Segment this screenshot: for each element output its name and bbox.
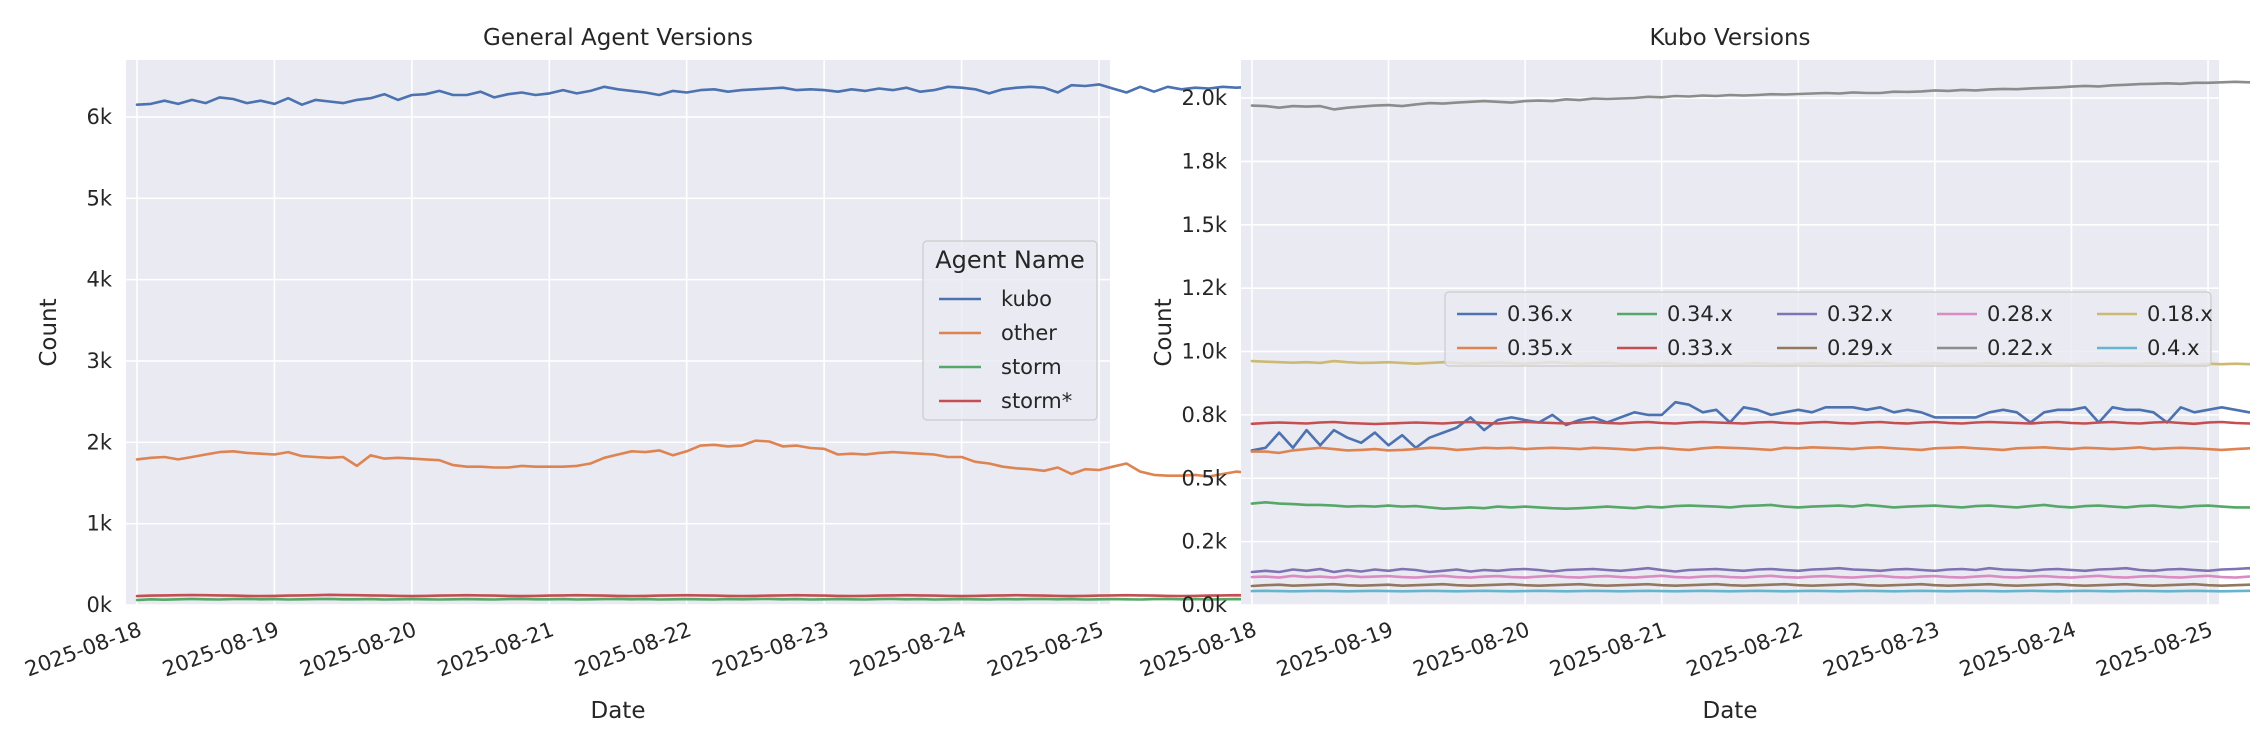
legend: 0.36.x 0.35.x 0.34.x 0.33.x 0.32.x 0.29.x 0.28… [1444, 291, 2213, 367]
legend-item-0-22-x: 0.22.x [1937, 336, 2053, 360]
legend-label: kubo [1001, 287, 1052, 311]
series-line-0-22-x [1250, 80, 2250, 111]
legend-item-0-36-x: 0.36.x [1457, 302, 1573, 326]
legend-item-0-34-x: 0.34.x [1617, 302, 1733, 326]
legend-label: 0.32.x [1827, 302, 1893, 326]
y-tick-label: 1.5k [1181, 213, 1227, 237]
legend-label: other [1001, 321, 1057, 345]
legend-label: 0.22.x [1987, 336, 2053, 360]
legend-item-other: other [939, 321, 1057, 345]
y-axis-label: Count [1151, 298, 1177, 366]
legend-item-0-33-x: 0.33.x [1617, 336, 1733, 360]
y-tick-label: 0k [86, 593, 112, 617]
series-line-0-34-x [1250, 500, 2250, 511]
series-line-0-32-x [1250, 566, 2250, 574]
legend-item-0-29-x: 0.29.x [1777, 336, 1893, 360]
legend-item-0-18-x: 0.18.x [2097, 302, 2213, 326]
series-line-0-28-x [1250, 574, 2250, 579]
legend-label: 0.36.x [1507, 302, 1573, 326]
legend-frame [922, 240, 1098, 421]
series-line-0-29-x [1250, 582, 2250, 588]
series-line-0-33-x [1250, 420, 2250, 426]
legend-label: 0.28.x [1987, 302, 2053, 326]
y-tick-label: 0.8k [1181, 403, 1227, 427]
legend-item-0-32-x: 0.32.x [1777, 302, 1893, 326]
series-line-other [135, 439, 1321, 478]
y-axis-label: Count [36, 298, 62, 366]
y-tick-label: 1k [86, 512, 112, 536]
y-tick-label: 5k [86, 186, 112, 210]
legend-item-storm: storm [939, 355, 1062, 379]
x-axis-label: Date [591, 698, 646, 724]
series-line-0-36-x [1250, 400, 2250, 452]
legend-item-0-4-x: 0.4.x [2097, 336, 2200, 360]
legend-label: 0.35.x [1507, 336, 1573, 360]
legend-item-kubo: kubo [939, 287, 1052, 311]
y-tick-label: 0.0k [1181, 593, 1227, 617]
y-tick-label: 6k [86, 105, 112, 129]
series-line-0-35-x [1250, 445, 2250, 455]
series-line-storm-star [135, 593, 1321, 598]
chart-title: General Agent Versions [483, 25, 753, 51]
legend-item-storm-star: storm* [939, 389, 1072, 413]
y-tick-label: 2k [86, 430, 112, 454]
x-axis-label: Date [1703, 698, 1758, 724]
y-tick-label: 0.5k [1181, 466, 1227, 490]
legend-label: storm [1001, 355, 1062, 379]
y-tick-label: 0.2k [1181, 530, 1227, 554]
legend-label: 0.33.x [1667, 336, 1733, 360]
y-tick-label: 1.0k [1181, 340, 1227, 364]
series-line-0-4-x [1250, 589, 2250, 593]
legend-label: 0.29.x [1827, 336, 1893, 360]
legend-item-0-35-x: 0.35.x [1457, 336, 1573, 360]
y-tick-label: 3k [86, 349, 112, 373]
legend-item-0-28-x: 0.28.x [1937, 302, 2053, 326]
legend: Agent Name kubo other storm storm* [922, 240, 1098, 421]
y-tick-label: 1.2k [1181, 276, 1227, 300]
legend-label: storm* [1001, 389, 1072, 413]
legend-label: 0.4.x [2147, 336, 2200, 360]
series-line-kubo [135, 83, 1321, 106]
series-lines [135, 83, 1321, 602]
legend-title: Agent Name [935, 246, 1084, 274]
series-line-storm [135, 597, 1321, 602]
y-tick-label: 4k [86, 268, 112, 292]
legend-label: 0.34.x [1667, 302, 1733, 326]
y-tick-label: 1.8k [1181, 149, 1227, 173]
legend-label: 0.18.x [2147, 302, 2213, 326]
y-tick-label: 2.0k [1181, 86, 1227, 110]
chart-title: Kubo Versions [1649, 25, 1810, 51]
